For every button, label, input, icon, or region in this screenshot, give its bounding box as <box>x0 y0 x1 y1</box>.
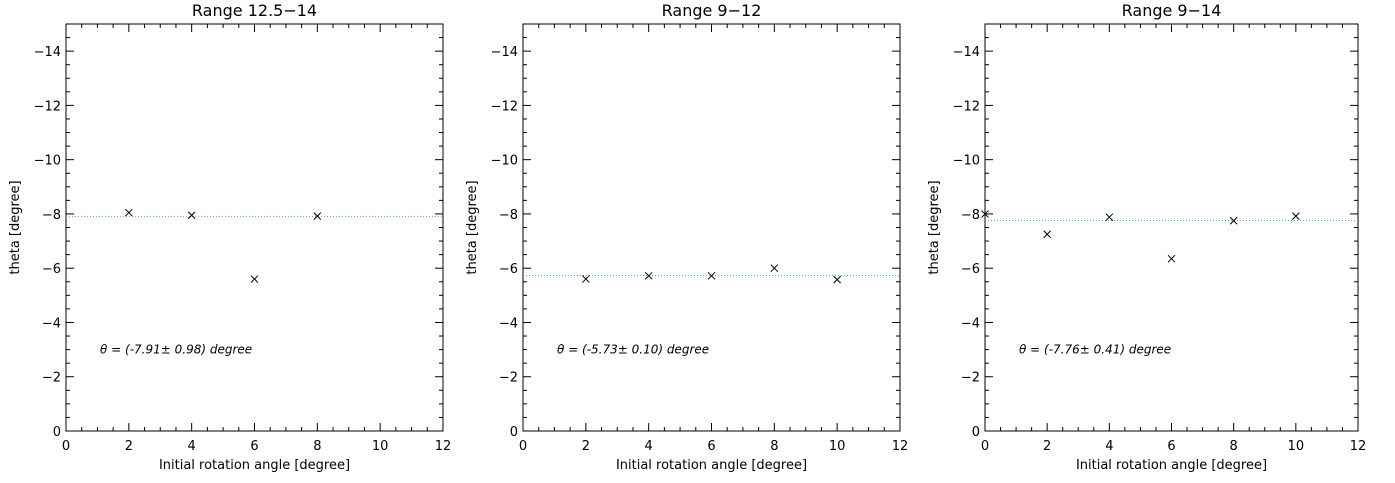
y-tick-label: −4 <box>961 316 980 331</box>
x-tick-label: 4 <box>645 439 653 454</box>
data-point-stroke <box>981 210 989 218</box>
data-point-stroke <box>833 275 842 284</box>
y-tick-label: 0 <box>972 425 980 440</box>
chart-title: Range 12.5−14 <box>192 1 317 20</box>
data-point-stroke <box>313 212 322 220</box>
data-point-stroke <box>1105 213 1114 222</box>
y-tick-label: −10 <box>34 154 61 169</box>
x-tick-label: 2 <box>1043 439 1051 454</box>
x-tick-label: 4 <box>1105 439 1113 454</box>
y-tick-label: −8 <box>499 208 518 223</box>
data-point-stroke <box>1229 216 1238 225</box>
y-tick-label: 0 <box>53 425 61 440</box>
x-tick-label: 12 <box>892 439 909 454</box>
data-point-stroke <box>187 211 196 220</box>
data-point-stroke <box>770 264 779 273</box>
data-point <box>1229 216 1238 225</box>
x-tick-label: 6 <box>1167 439 1175 454</box>
data-point <box>981 210 989 218</box>
y-tick-label: −6 <box>42 262 61 277</box>
fit-annotation: θ = (-7.91± 0.98) degree <box>100 343 252 357</box>
y-tick-label: −4 <box>42 316 61 331</box>
y-axis-label: theta [degree] <box>927 180 942 274</box>
x-axis-label: Initial rotation angle [degree] <box>616 458 807 473</box>
x-tick-label: 8 <box>1230 439 1238 454</box>
x-tick-label: 4 <box>188 439 196 454</box>
x-axis-label: Initial rotation angle [degree] <box>159 458 350 473</box>
fit-annotation: θ = (-5.73± 0.10) degree <box>557 343 709 357</box>
x-tick-label: 0 <box>62 439 70 454</box>
data-point <box>707 271 716 280</box>
y-tick-label: −14 <box>953 45 980 60</box>
y-tick-label: −14 <box>491 45 518 60</box>
data-point-stroke <box>644 271 653 280</box>
data-point <box>770 264 779 273</box>
data-point <box>124 208 133 217</box>
data-point <box>313 212 322 220</box>
y-tick-label: −6 <box>499 262 518 277</box>
y-tick-label: 0 <box>510 425 518 440</box>
x-tick-label: 2 <box>125 439 133 454</box>
x-tick-label: 12 <box>435 439 452 454</box>
data-point <box>1105 213 1114 222</box>
chart-panel-1: 0 2 4 6 8 10 12 0 −2 −4 −6 −8 −10 −12 −14 Range 12.5−14… <box>8 1 451 473</box>
y-tick-label: −2 <box>961 371 980 386</box>
x-tick-label: 12 <box>1350 439 1367 454</box>
x-tick-label: 6 <box>707 439 715 454</box>
y-tick-label: −12 <box>34 99 61 114</box>
y-tick-label: −2 <box>499 371 518 386</box>
y-tick-label: −8 <box>961 208 980 223</box>
data-point-stroke <box>707 271 716 280</box>
data-point <box>1291 212 1300 220</box>
plot-frame <box>522 23 901 432</box>
x-tick-label: 10 <box>829 439 846 454</box>
plot-frame <box>984 23 1359 432</box>
data-point <box>1167 254 1176 263</box>
plot-frame <box>65 23 444 432</box>
x-tick-label: 8 <box>770 439 778 454</box>
y-tick-label: −10 <box>491 154 518 169</box>
y-tick-label: −12 <box>491 99 518 114</box>
x-axis-label: Initial rotation angle [degree] <box>1076 458 1267 473</box>
x-tick-label: 0 <box>519 439 527 454</box>
y-tick-label: −6 <box>961 262 980 277</box>
x-tick-label: 8 <box>313 439 321 454</box>
data-point <box>581 275 590 283</box>
data-point-stroke <box>1043 230 1052 239</box>
fit-annotation: θ = (-7.76± 0.41) degree <box>1019 343 1171 357</box>
data-point-stroke <box>1291 212 1300 220</box>
data-point <box>644 271 653 280</box>
x-tick-label: 0 <box>981 439 989 454</box>
data-point-stroke <box>1167 254 1176 263</box>
chart-title: Range 9−12 <box>662 1 762 20</box>
x-tick-label: 6 <box>250 439 258 454</box>
y-tick-label: −10 <box>953 154 980 169</box>
data-point-stroke <box>250 275 259 283</box>
x-tick-label: 10 <box>372 439 389 454</box>
y-axis-label: theta [degree] <box>465 180 480 274</box>
data-point <box>1043 230 1052 239</box>
data-point-stroke <box>581 275 590 283</box>
data-point <box>250 275 259 283</box>
x-tick-label: 2 <box>582 439 590 454</box>
chart-panel-2: 0 2 4 6 8 10 12 0 −2 −4 −6 −8 −10 −12 −14 Range 9−12 Ini… <box>465 1 908 473</box>
y-tick-label: −2 <box>42 371 61 386</box>
chart-title: Range 9−14 <box>1122 1 1222 20</box>
y-axis-label: theta [degree] <box>8 180 23 274</box>
y-tick-label: −8 <box>42 208 61 223</box>
chart-panel-3: 0 2 4 6 8 10 12 0 −2 −4 −6 −8 −10 −12 −14 Range 9−14 Ini… <box>927 1 1366 473</box>
y-tick-label: −14 <box>34 45 61 60</box>
data-point <box>833 275 842 284</box>
data-point <box>187 211 196 220</box>
y-tick-label: −4 <box>499 316 518 331</box>
x-tick-label: 10 <box>1288 439 1305 454</box>
y-tick-label: −12 <box>953 99 980 114</box>
data-point-stroke <box>124 208 133 217</box>
